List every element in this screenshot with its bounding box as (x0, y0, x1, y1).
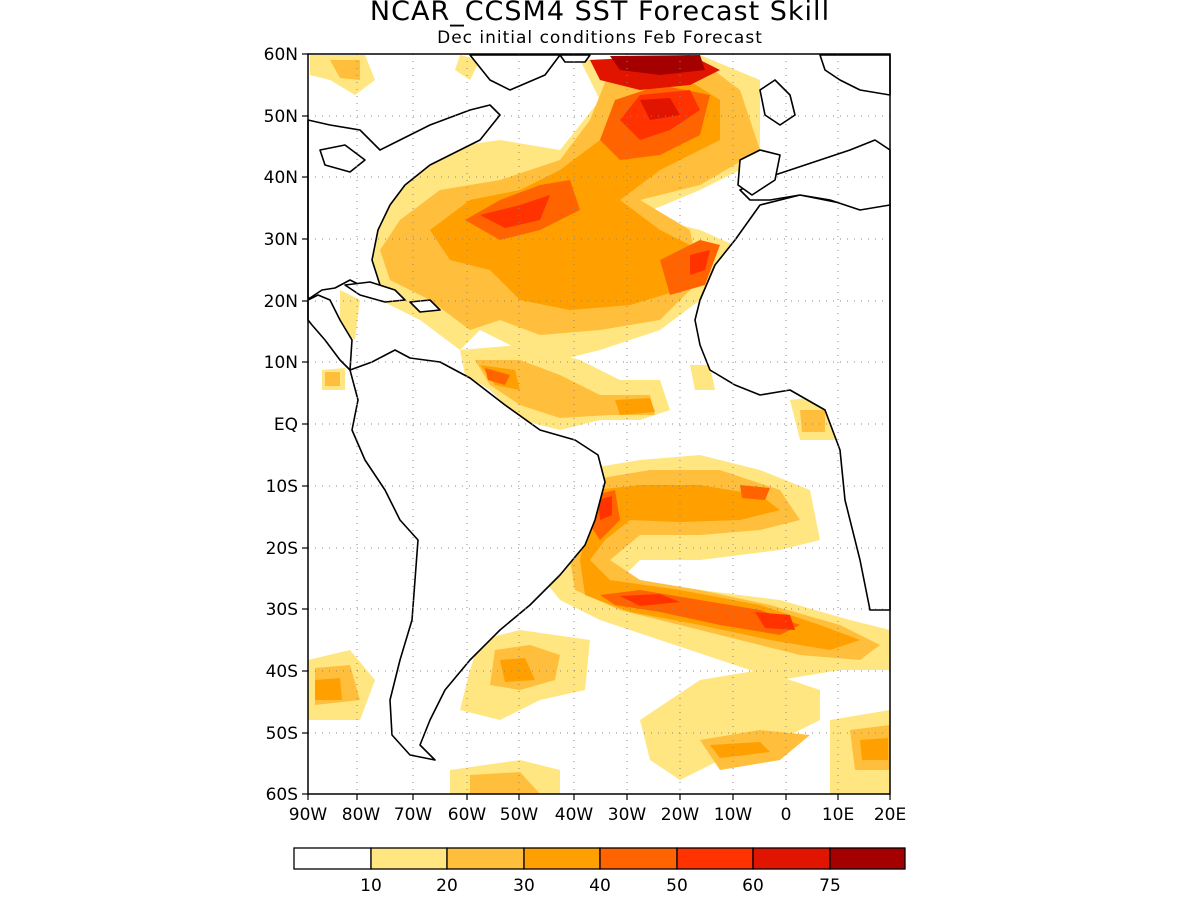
scandinavia-land (819, 54, 891, 96)
lat-label: EQ (274, 415, 298, 435)
colorbar-swatch (829, 847, 906, 870)
lon-label: 40W (555, 805, 594, 825)
lat-label: 30S (266, 600, 298, 620)
colorbar-swatch (523, 847, 601, 870)
skill-region-tropical-10 (460, 345, 835, 440)
skill-region-labrador-20 (330, 60, 360, 80)
lon-ticks (307, 794, 891, 800)
lat-labels: 60N 50N 40N 30N 20N 10N EQ 10S 20S 30S 4… (264, 45, 298, 805)
lon-label: 80W (342, 805, 381, 825)
skill-region-north-atlantic-40 (465, 85, 720, 295)
lat-label: 20N (264, 292, 298, 312)
colorbar-swatch (752, 847, 831, 870)
skill-region-north-atlantic-50 (480, 90, 710, 275)
iberia-land (737, 149, 781, 196)
cuba-land (344, 281, 406, 303)
colorbar-swatch (599, 847, 678, 870)
skill-region-tropical-30 (480, 365, 655, 415)
colorbar-label: 60 (742, 876, 764, 896)
lon-label: 30W (608, 805, 647, 825)
lat-label: 30N (264, 230, 298, 250)
lon-label: 10W (714, 805, 753, 825)
colorbar-swatch (293, 847, 372, 870)
chart-title: NCAR_CCSM4 SST Forecast Skill (369, 0, 831, 27)
chart-subtitle: Dec initial conditions Feb Forecast (437, 28, 763, 48)
lat-label: 20S (266, 539, 298, 559)
lon-label: 0 (781, 805, 792, 825)
lon-label: 10E (822, 805, 854, 825)
lon-label: 70W (394, 805, 433, 825)
lon-label: 60W (448, 805, 487, 825)
skill-region-tropical-20 (475, 360, 825, 432)
colorbar-label: 10 (360, 876, 382, 896)
lat-label: 10N (264, 353, 298, 373)
colorbar-swatch (370, 847, 448, 870)
skill-region-tropical-40 (485, 368, 510, 385)
lat-label: 50S (266, 724, 298, 744)
colorbar-label: 30 (513, 876, 535, 896)
skill-region-south-atlantic-10 (308, 455, 890, 794)
africa-land (694, 194, 891, 611)
lat-label: 60S (266, 785, 298, 805)
central-america-land (307, 294, 353, 371)
colorbar-label: 20 (436, 876, 458, 896)
britain-land (759, 79, 796, 126)
colorbar-label: 75 (819, 876, 841, 896)
colorbar (293, 847, 906, 870)
lat-label: 40N (264, 168, 298, 188)
colorbar-label: 40 (589, 876, 611, 896)
greenland-land (469, 54, 561, 91)
lat-label: 50N (264, 107, 298, 127)
colorbar-swatch (676, 847, 754, 870)
hispaniola-land (409, 299, 441, 313)
colorbar-swatch (446, 847, 525, 870)
lon-label: 90W (289, 805, 328, 825)
skill-region-north-atlantic-75 (610, 55, 705, 75)
lat-label: 40S (266, 662, 298, 682)
lon-label: 20W (661, 805, 700, 825)
lat-ticks (302, 53, 308, 795)
lat-label: 60N (264, 45, 298, 65)
graticule (308, 54, 890, 794)
lon-label: 20E (874, 805, 906, 825)
skill-region-south-atlantic-50 (598, 496, 795, 630)
lon-label: 50W (500, 805, 539, 825)
colorbar-labels: 10 20 30 40 50 60 75 (360, 876, 841, 896)
land-masses (307, 54, 891, 761)
lat-label: 10S (266, 477, 298, 497)
colorbar-label: 50 (666, 876, 688, 896)
south-america-land (349, 349, 606, 761)
iceland-land (559, 54, 591, 63)
lon-labels: 90W 80W 70W 60W 50W 40W 30W 20W 10W 0 10… (289, 805, 906, 825)
